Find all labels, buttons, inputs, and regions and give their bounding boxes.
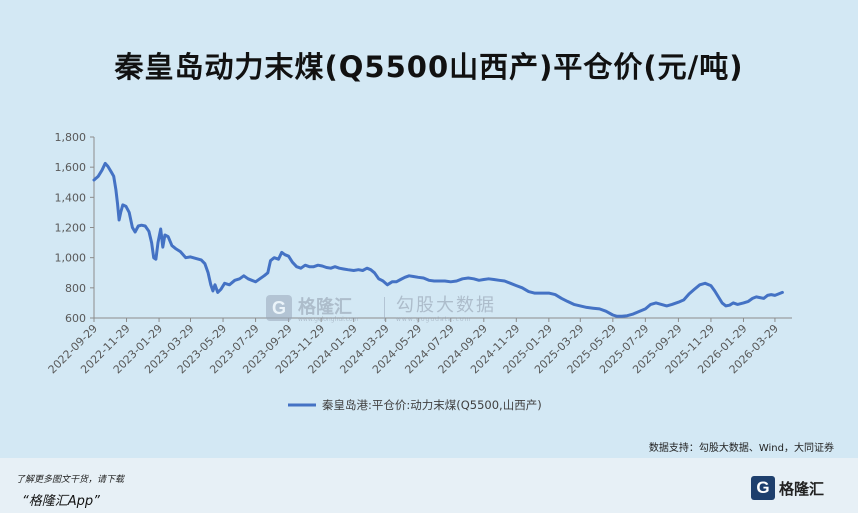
brand-name: 格隆汇 (779, 480, 825, 498)
watermark-url: www.gelonghui.com (298, 316, 359, 323)
y-axis: 600 800 1,000 1,200 1,400 1,600 1,800 (55, 131, 95, 325)
watermark-url-2: www.gogudata.com (396, 316, 472, 323)
data-source: 数据支持：勾股大数据、Wind，大同证券 (648, 443, 834, 454)
brand-logo[interactable]: G 格隆汇 (751, 474, 846, 504)
footer: 了解更多图文干货，请下载 “格隆汇App” G 格隆汇 (0, 458, 858, 513)
y-tick-label: 1,800 (55, 131, 87, 144)
y-tick-label: 1,600 (55, 161, 87, 174)
y-tick-label: 600 (65, 312, 86, 325)
watermark-name: 格隆汇 (298, 297, 352, 318)
series-group (92, 161, 784, 318)
app-name-text: “格隆汇App” (22, 494, 100, 509)
legend-label: 秦皇岛港:平仓价:动力末煤(Q5500,山西产) (322, 398, 542, 412)
watermark-name-2: 勾股大数据 (396, 295, 496, 316)
watermark: G 格隆汇 www.gelonghui.com 勾股大数据 www.goguda… (262, 287, 522, 331)
promo-text: 了解更多图文干货，请下载 (16, 475, 125, 485)
watermark-divider (384, 297, 385, 321)
series-line (92, 161, 784, 318)
brand-logo-icon: G (751, 476, 775, 500)
y-tick-label: 800 (65, 282, 86, 295)
chart-title: 秦皇岛动力末煤(Q5500山西产)平仓价(元/吨) (114, 50, 744, 84)
y-tick-label: 1,400 (55, 191, 87, 204)
watermark-logo-icon: G (266, 295, 292, 321)
y-tick-label: 1,200 (55, 222, 87, 235)
y-tick-label: 1,000 (55, 252, 87, 265)
legend: 秦皇岛港:平仓价:动力末煤(Q5500,山西产) (288, 398, 542, 412)
